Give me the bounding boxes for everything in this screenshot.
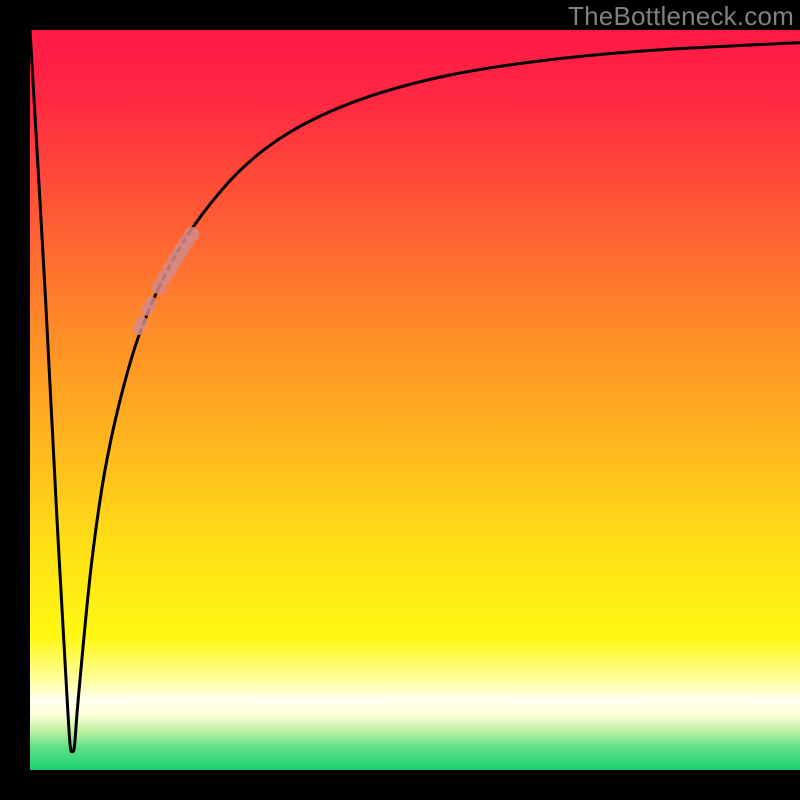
curve-layer [30,30,800,770]
marker-group [133,227,200,335]
marker-dot [145,296,157,308]
marker-dot [136,316,148,328]
bottleneck-curve [30,30,800,752]
attribution-text: TheBottleneck.com [568,0,800,32]
plot-area [30,30,800,770]
marker-dot [184,227,199,242]
